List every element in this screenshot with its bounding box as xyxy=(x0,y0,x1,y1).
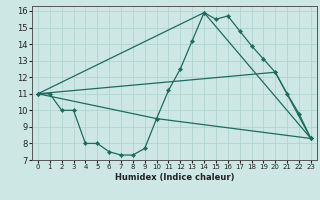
X-axis label: Humidex (Indice chaleur): Humidex (Indice chaleur) xyxy=(115,173,234,182)
